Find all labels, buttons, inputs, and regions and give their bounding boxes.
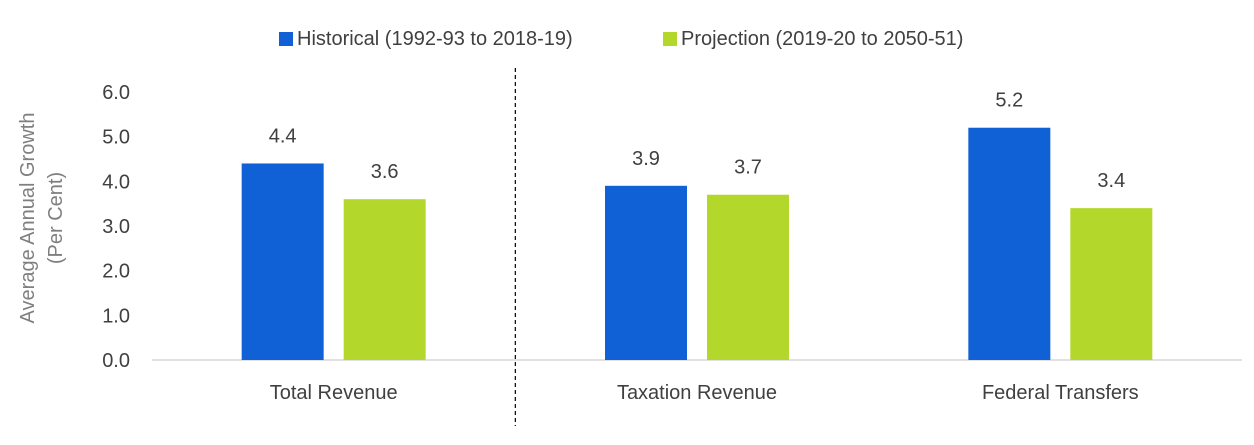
data-label: 3.6	[371, 161, 399, 183]
bar-projection	[343, 199, 426, 360]
data-label: 3.4	[1097, 170, 1125, 192]
bar-projection	[707, 194, 789, 360]
y-tick-label: 1.0	[102, 305, 130, 327]
y-tick-label: 5.0	[102, 127, 130, 149]
x-category-label: Taxation Revenue	[617, 382, 777, 404]
y-axis-title-line-2: (Per Cent)	[45, 172, 67, 264]
legend-label-historical: Historical (1992-93 to 2018-19)	[297, 28, 573, 50]
legend-swatch-projection	[663, 32, 677, 46]
y-tick-label: 3.0	[102, 216, 130, 238]
data-label: 5.2	[995, 90, 1023, 112]
bar-historical	[968, 127, 1051, 360]
data-label: 3.7	[734, 157, 762, 179]
x-category-label: Federal Transfers	[982, 382, 1139, 404]
bar-historical	[241, 163, 324, 360]
bar-historical	[605, 185, 687, 360]
legend-swatch-historical	[279, 32, 293, 46]
legend-label-projection: Projection (2019-20 to 2050-51)	[681, 28, 963, 50]
y-tick-label: 0.0	[102, 350, 130, 372]
y-tick-label: 6.0	[102, 82, 130, 104]
y-tick-label: 4.0	[102, 171, 130, 193]
y-tick-label: 2.0	[102, 261, 130, 283]
data-label: 3.9	[632, 148, 660, 170]
data-label: 4.4	[269, 125, 297, 147]
y-axis-title-line-1: Average Annual Growth	[17, 113, 39, 324]
x-category-label: Total Revenue	[270, 382, 398, 404]
bar-projection	[1070, 208, 1153, 360]
